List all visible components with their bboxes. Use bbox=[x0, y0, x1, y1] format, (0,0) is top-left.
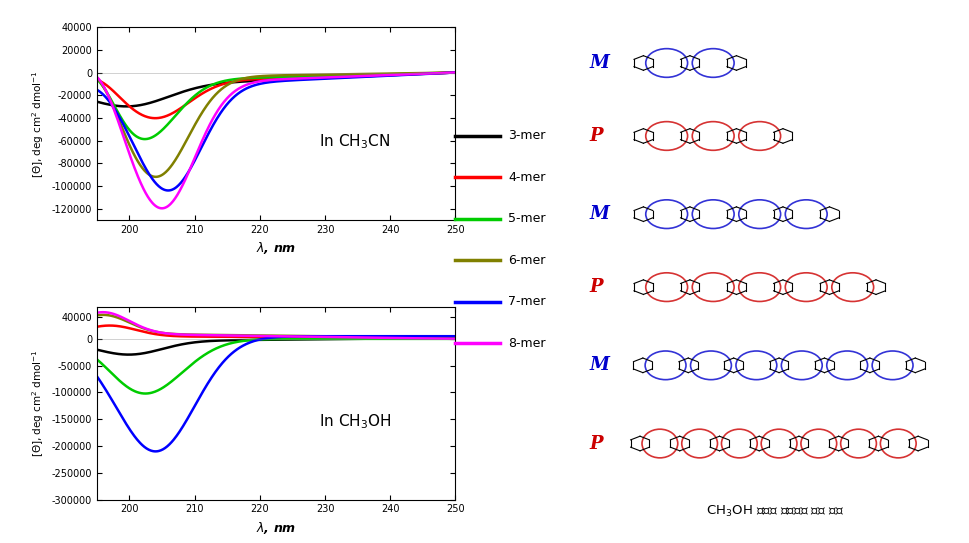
Text: 3-mer: 3-mer bbox=[509, 129, 546, 142]
Text: CH$_3$OH 에서의 나선구조 회전 방향: CH$_3$OH 에서의 나선구조 회전 방향 bbox=[706, 504, 844, 519]
Text: P: P bbox=[589, 278, 603, 296]
Text: In CH$_3$OH: In CH$_3$OH bbox=[319, 412, 391, 431]
Text: 8-mer: 8-mer bbox=[509, 337, 546, 350]
Y-axis label: [$\Theta$], deg cm$^2$ dmol$^{-1}$: [$\Theta$], deg cm$^2$ dmol$^{-1}$ bbox=[30, 349, 46, 457]
Text: M: M bbox=[589, 54, 610, 72]
Y-axis label: [$\Theta$], deg cm$^2$ dmol$^{-1}$: [$\Theta$], deg cm$^2$ dmol$^{-1}$ bbox=[30, 70, 47, 178]
Text: M: M bbox=[589, 356, 610, 374]
Text: 7-mer: 7-mer bbox=[509, 295, 546, 308]
X-axis label: $\lambda$, nm: $\lambda$, nm bbox=[256, 241, 297, 256]
Text: In CH$_3$CN: In CH$_3$CN bbox=[319, 132, 391, 151]
X-axis label: $\lambda$, nm: $\lambda$, nm bbox=[256, 520, 297, 536]
Text: 6-mer: 6-mer bbox=[509, 254, 546, 267]
Text: P: P bbox=[589, 434, 603, 452]
Text: P: P bbox=[589, 127, 603, 145]
Text: 5-mer: 5-mer bbox=[509, 212, 546, 225]
Text: M: M bbox=[589, 205, 610, 223]
Text: 4-mer: 4-mer bbox=[509, 171, 546, 184]
